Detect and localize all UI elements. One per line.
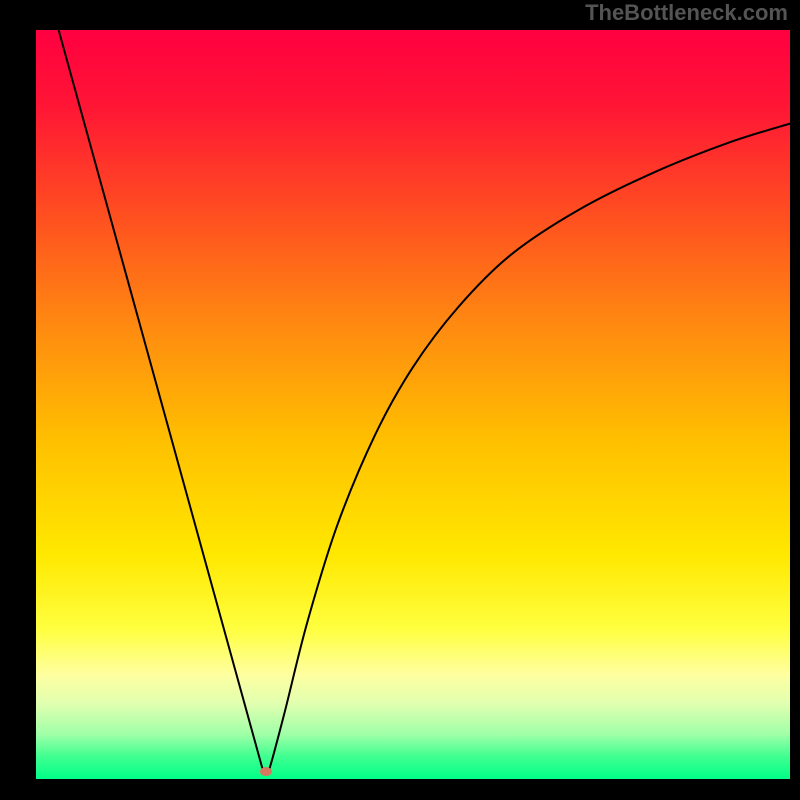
plot-background [36,30,790,779]
bottleneck-chart [0,0,800,800]
watermark-text: TheBottleneck.com [585,0,788,26]
vertex-marker [260,767,272,776]
chart-container: TheBottleneck.com [0,0,800,800]
